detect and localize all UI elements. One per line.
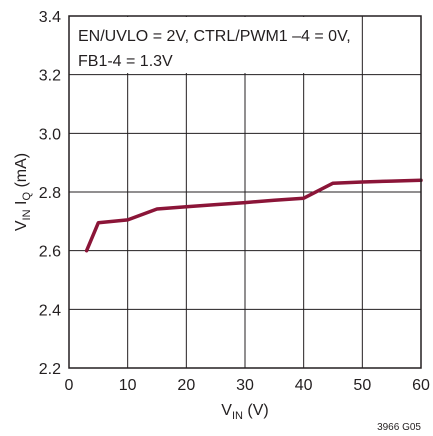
x-tick-label: 50 [353, 377, 371, 394]
annotation: EN/UVLO = 2V, CTRL/PWM1 –4 = 0V, FB1-4 =… [78, 28, 351, 70]
plot-frame [68, 15, 422, 369]
y-tick-label: 2.6 [39, 244, 61, 261]
data-series-line [84, 178, 423, 253]
y-axis-title: VIN IQ (mA) [13, 153, 33, 231]
y-tick-label: 2.8 [39, 185, 61, 202]
x-axis-title-main: V [221, 402, 232, 419]
x-tick-label: 60 [412, 377, 430, 394]
y-axis-title-main-1: V [13, 220, 30, 231]
x-tick-label: 40 [295, 377, 313, 394]
y-tick-label: 2.2 [39, 361, 61, 378]
annotation-line-2: FB1-4 = 1.3V [78, 53, 173, 70]
x-axis-title-sub: IN [232, 410, 243, 422]
y-tick-label: 3.2 [39, 68, 61, 85]
y-tick-label: 3.0 [39, 126, 61, 143]
y-tick-labels: 2.2 2.4 2.6 2.8 3.0 3.2 3.4 [39, 9, 61, 378]
y-axis-title-sub-2: Q [21, 192, 33, 201]
y-tick-label: 2.4 [39, 302, 61, 319]
x-tick-labels: 0 10 20 30 40 50 60 [65, 377, 430, 394]
y-axis-title-sub-1: IN [21, 209, 33, 220]
annotation-line-1: EN/UVLO = 2V, CTRL/PWM1 –4 = 0V, [78, 28, 351, 45]
x-tick-label: 20 [177, 377, 195, 394]
x-tick-label: 0 [65, 377, 74, 394]
y-axis-title-main-2: I [13, 201, 30, 210]
series-layer [84, 178, 423, 253]
x-tick-label: 10 [119, 377, 137, 394]
x-axis-title-suffix: (V) [243, 402, 269, 419]
x-tick-label: 30 [236, 377, 254, 394]
y-axis-title-suffix: (mA) [13, 153, 30, 192]
x-axis-title: VIN (V) [221, 402, 268, 422]
figure-id: 3966 G05 [377, 422, 421, 433]
y-tick-label: 3.4 [39, 9, 61, 26]
annotation-background [70, 17, 360, 73]
grid-lines [69, 16, 421, 368]
